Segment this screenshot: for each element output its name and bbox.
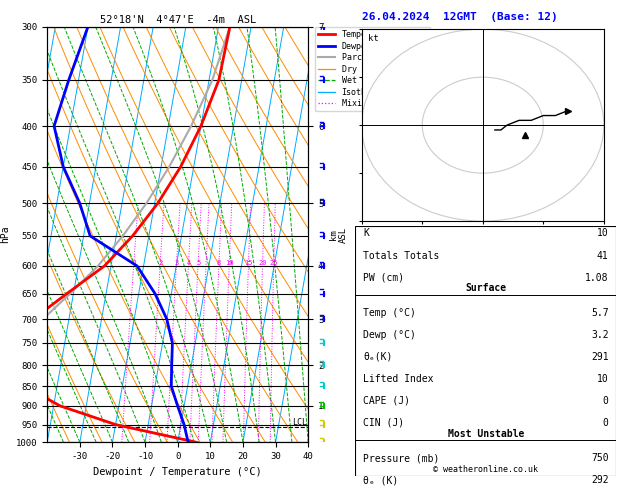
Text: K: K — [363, 228, 369, 239]
Text: kt: kt — [368, 34, 379, 43]
Text: 1: 1 — [131, 260, 136, 266]
Text: 10: 10 — [597, 228, 609, 239]
Text: 5: 5 — [196, 260, 200, 266]
Text: Most Unstable: Most Unstable — [448, 429, 524, 439]
Text: 3.2: 3.2 — [591, 330, 609, 340]
Text: 0: 0 — [603, 418, 609, 428]
Text: PW (cm): PW (cm) — [363, 273, 404, 282]
Text: 2: 2 — [158, 260, 162, 266]
Text: 292: 292 — [591, 475, 609, 485]
Text: 3: 3 — [174, 260, 179, 266]
Text: Temp (°C): Temp (°C) — [363, 308, 416, 318]
Text: 10: 10 — [597, 374, 609, 384]
Text: Totals Totals: Totals Totals — [363, 250, 440, 260]
Text: Surface: Surface — [465, 283, 506, 294]
Text: θₑ(K): θₑ(K) — [363, 352, 392, 362]
Text: © weatheronline.co.uk: © weatheronline.co.uk — [433, 465, 538, 474]
Y-axis label: km
ASL: km ASL — [329, 226, 348, 243]
Text: 26.04.2024  12GMT  (Base: 12): 26.04.2024 12GMT (Base: 12) — [362, 12, 557, 22]
Text: 10: 10 — [225, 260, 233, 266]
X-axis label: Dewpoint / Temperature (°C): Dewpoint / Temperature (°C) — [93, 467, 262, 477]
Text: 291: 291 — [591, 352, 609, 362]
Text: 5.7: 5.7 — [591, 308, 609, 318]
Y-axis label: hPa: hPa — [1, 226, 11, 243]
Legend: Temperature, Dewpoint, Parcel Trajectory, Dry Adiabat, Wet Adiabat, Isotherm, Mi: Temperature, Dewpoint, Parcel Trajectory… — [315, 27, 430, 111]
Text: Dewp (°C): Dewp (°C) — [363, 330, 416, 340]
Text: Lifted Index: Lifted Index — [363, 374, 434, 384]
Text: 8: 8 — [217, 260, 221, 266]
Text: LCL: LCL — [292, 418, 307, 428]
Text: θₑ (K): θₑ (K) — [363, 475, 398, 485]
Text: CAPE (J): CAPE (J) — [363, 396, 410, 406]
Text: 15: 15 — [244, 260, 253, 266]
Text: 4: 4 — [186, 260, 191, 266]
Text: 20: 20 — [259, 260, 267, 266]
Title: 52°18'N  4°47'E  -4m  ASL: 52°18'N 4°47'E -4m ASL — [99, 15, 256, 25]
Text: 41: 41 — [597, 250, 609, 260]
Text: Pressure (mb): Pressure (mb) — [363, 453, 440, 463]
Text: 25: 25 — [269, 260, 278, 266]
Text: 750: 750 — [591, 453, 609, 463]
Text: CIN (J): CIN (J) — [363, 418, 404, 428]
Text: 0: 0 — [603, 396, 609, 406]
Text: 1.08: 1.08 — [585, 273, 609, 282]
